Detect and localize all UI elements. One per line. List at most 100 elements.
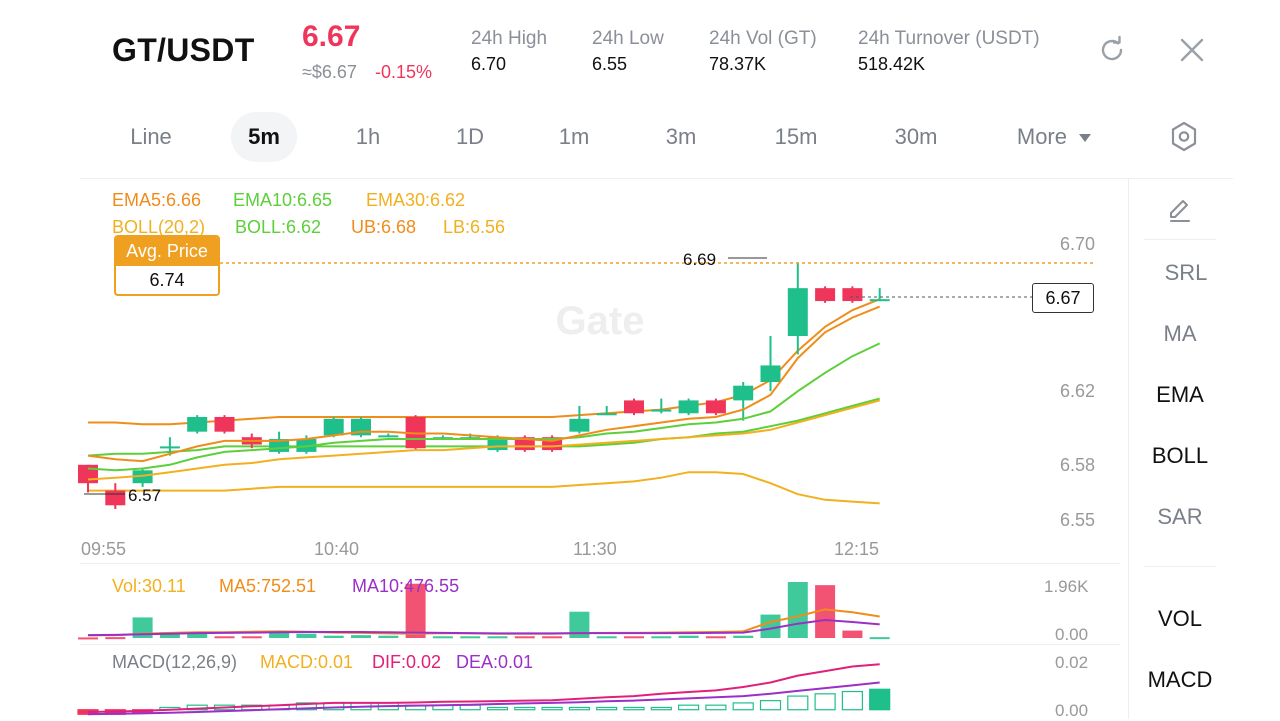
draw-pencil-icon[interactable] xyxy=(1166,196,1194,224)
stat-high: 24h High 6.70 xyxy=(471,28,547,75)
candle-body xyxy=(651,409,672,412)
volume-bar xyxy=(159,632,180,638)
last-price: 6.67 xyxy=(302,20,361,53)
high-marker: 6.69 xyxy=(683,250,716,269)
side-ma[interactable]: MA xyxy=(1163,321,1197,346)
volume-divider xyxy=(80,563,1120,564)
stat-label: 24h Turnover (USDT) xyxy=(858,28,1040,49)
side-boll[interactable]: BOLL xyxy=(1151,443,1209,468)
candle-body xyxy=(159,446,180,449)
volume-bar xyxy=(241,636,262,639)
candle-body xyxy=(624,400,644,414)
tab-more-label: More xyxy=(1016,124,1067,149)
tab-line[interactable]: Line xyxy=(130,124,172,149)
side-macd[interactable]: MACD xyxy=(1147,667,1213,692)
y-tick-label: 6.62 xyxy=(1060,381,1095,401)
macd-bar xyxy=(650,706,672,711)
macd-dif-line xyxy=(87,663,880,713)
stat-label: 24h Vol (GT) xyxy=(709,28,817,49)
tab-1h[interactable]: 1h xyxy=(355,124,381,149)
side-sar[interactable]: SAR xyxy=(1157,504,1203,529)
macd-bar xyxy=(814,693,836,711)
chart-settings-icon[interactable] xyxy=(1168,120,1200,154)
tab-1m[interactable]: 1m xyxy=(558,124,590,149)
indicator-side-panel xyxy=(1128,178,1233,719)
volume-bar xyxy=(733,635,754,638)
side-ema[interactable]: EMA xyxy=(1156,382,1204,407)
legend-ema30: EMA30:6.62 xyxy=(366,190,466,210)
volume-bar xyxy=(514,636,535,639)
side-vol[interactable]: VOL xyxy=(1157,606,1203,631)
macd-bar xyxy=(596,706,618,711)
candle-body xyxy=(678,400,699,414)
side-srl[interactable]: SRL xyxy=(1164,260,1208,285)
volume-bar xyxy=(378,635,399,638)
refresh-icon[interactable] xyxy=(1096,34,1128,66)
stat-volume: 24h Vol (GT) 78.37K xyxy=(709,28,817,75)
volume-bar xyxy=(323,635,344,638)
stat-value: 518.42K xyxy=(858,54,926,74)
vol-ma10-line xyxy=(87,618,880,637)
ema10-line xyxy=(87,342,881,472)
candle-body xyxy=(733,385,754,401)
x-tick-label: 09:55 xyxy=(81,539,126,559)
volume-bar xyxy=(815,585,836,638)
volume-bar xyxy=(187,632,208,638)
volume-bar xyxy=(542,636,563,639)
legend-ema5: EMA5:6.66 xyxy=(112,190,202,210)
legend-boll-mid: BOLL:6.62 xyxy=(235,217,322,237)
tab-15m[interactable]: 15m xyxy=(774,124,818,149)
legend-vol: Vol:30.11 xyxy=(112,576,186,596)
macd-bar xyxy=(869,688,891,711)
candle-body xyxy=(842,288,863,302)
y-tick-label: 6.70 xyxy=(1060,234,1095,254)
volume-bar xyxy=(460,636,481,639)
gate-watermark: Gate xyxy=(556,299,645,343)
legend-boll: BOLL(20,2) xyxy=(112,217,206,237)
candle-body xyxy=(815,288,836,302)
tab-5m[interactable]: 5m xyxy=(231,112,297,162)
volume-bar xyxy=(214,636,235,639)
volume-bar xyxy=(432,636,453,639)
avg-price-box: Avg. Price 6.74 xyxy=(114,235,220,296)
volume-bar xyxy=(596,636,617,639)
volume-bar xyxy=(842,630,863,638)
x-tick-label: 12:15 xyxy=(834,539,879,559)
legend-dif: DIF:0.02 xyxy=(372,652,442,672)
macd-bar xyxy=(514,706,536,711)
tab-30m[interactable]: 30m xyxy=(894,124,938,149)
side-divider xyxy=(1144,239,1216,240)
tab-3m[interactable]: 3m xyxy=(665,124,697,149)
volume-bar xyxy=(651,636,672,639)
volume-bar xyxy=(705,636,726,639)
macd-bar xyxy=(459,704,481,711)
x-axis-ticks: 09:55 10:40 11:30 12:15 xyxy=(81,539,879,559)
legend-macd: MACD:0.01 xyxy=(260,652,354,672)
macd-axis-top: 0.02 xyxy=(1055,653,1089,672)
chart-top-border xyxy=(80,178,1128,179)
vol-axis-bottom: 0.00 xyxy=(1055,625,1089,644)
macd-bar xyxy=(486,706,509,711)
candle-body xyxy=(105,490,126,506)
candle-body xyxy=(187,416,208,432)
ema30-line xyxy=(87,399,880,481)
stat-label: 24h High xyxy=(471,28,548,49)
legend-dea: DEA:0.01 xyxy=(456,652,534,672)
volume-bar xyxy=(787,582,808,638)
macd-bar xyxy=(677,704,700,711)
stat-label: 24h Low xyxy=(592,28,664,49)
close-icon[interactable] xyxy=(1176,34,1208,66)
tab-1d[interactable]: 1D xyxy=(455,124,485,149)
macd-bar xyxy=(568,706,591,711)
caret-down-icon xyxy=(1079,134,1092,143)
avg-price-value: 6.74 xyxy=(149,270,185,290)
candle-body xyxy=(569,418,590,432)
candle-body xyxy=(378,435,399,438)
volume-bar xyxy=(624,636,644,639)
tab-more[interactable]: More xyxy=(1006,112,1102,162)
legend-lb: LB:6.56 xyxy=(443,217,506,237)
macd-bar xyxy=(841,690,864,711)
macd-bar xyxy=(787,695,809,711)
macd-bar xyxy=(541,706,563,711)
